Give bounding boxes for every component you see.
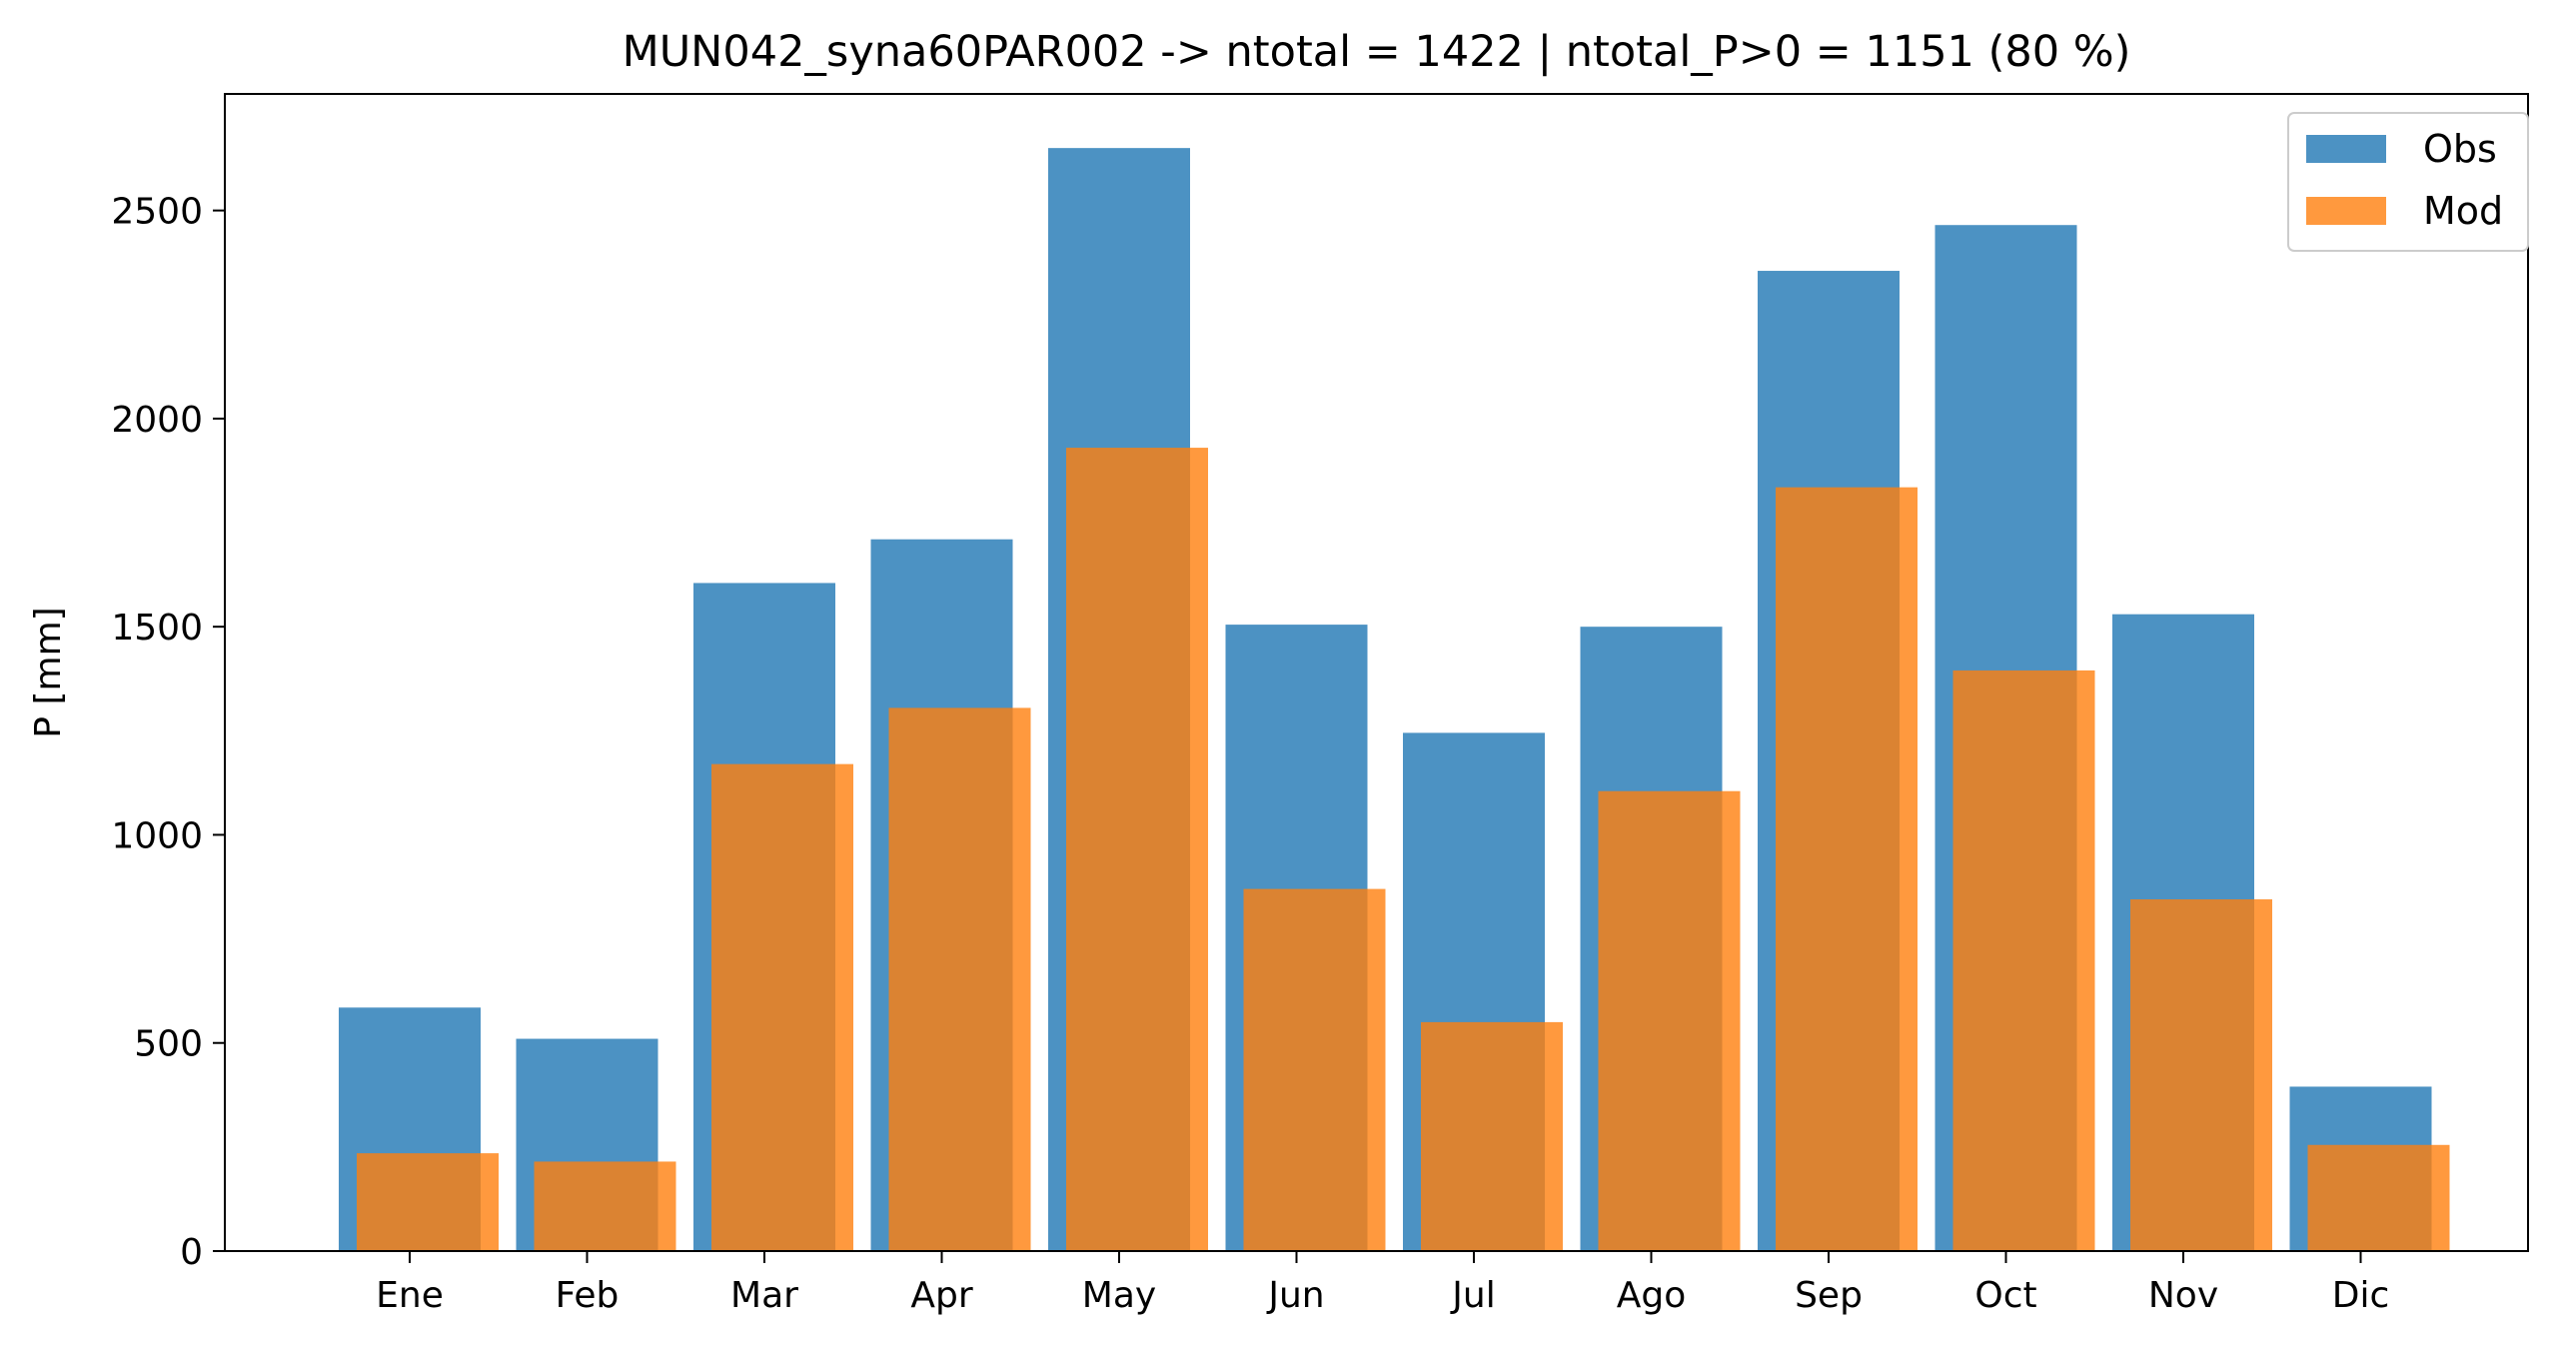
y-tick-label: 1500 <box>111 608 203 649</box>
x-tick-label: Apr <box>910 1275 972 1316</box>
x-tick-label: Ago <box>1617 1275 1687 1316</box>
bar-mod-may <box>1066 448 1208 1251</box>
y-tick-label: 500 <box>134 1024 203 1065</box>
y-tick-label: 2500 <box>111 192 203 233</box>
x-tick-label: Dic <box>2332 1275 2390 1316</box>
bar-mod-jul <box>1421 1021 1563 1251</box>
x-tick-label: May <box>1082 1275 1156 1316</box>
x-tick-label: Mar <box>730 1275 798 1316</box>
x-tick-label: Feb <box>556 1275 620 1316</box>
x-tick-label: Jun <box>1266 1275 1324 1316</box>
bar-mod-jun <box>1243 888 1386 1251</box>
x-tick-label: Sep <box>1795 1275 1863 1316</box>
x-tick-label: Oct <box>1974 1275 2036 1316</box>
legend-swatch-obs <box>2306 135 2386 163</box>
bar-mod-ago <box>1598 790 1741 1251</box>
bar-mod-nov <box>2130 899 2272 1251</box>
bar-mod-ene <box>357 1153 499 1251</box>
bar-mod-apr <box>888 707 1031 1251</box>
x-tick-label: Ene <box>376 1275 444 1316</box>
x-tick-label: Jul <box>1450 1275 1495 1316</box>
chart-title: MUN042_syna60PAR002 -> ntotal = 1422 | n… <box>623 27 2131 77</box>
bar-mod-oct <box>1952 670 2095 1251</box>
bars-layer <box>339 148 2450 1252</box>
ticks-layer: Ene Feb Mar Apr May Jun Jul Ago Sep Oct Nov Dic 0 500… <box>111 192 2389 1316</box>
legend: Obs Mod <box>2287 112 2529 252</box>
x-tick-label: Nov <box>2148 1275 2218 1316</box>
y-tick-label: 0 <box>180 1232 203 1273</box>
bar-mod-mar <box>711 763 853 1251</box>
bar-mod-sep <box>1776 487 1918 1251</box>
y-axis-label: P [mm] <box>28 607 69 737</box>
y-tick-label: 1000 <box>111 815 203 856</box>
bar-mod-dic <box>2307 1144 2450 1251</box>
legend-label-obs: Obs <box>2423 127 2497 171</box>
legend-label-mod: Mod <box>2423 189 2503 233</box>
legend-swatch-mod <box>2306 197 2386 225</box>
plot-frame <box>224 93 2529 1252</box>
bar-mod-feb <box>534 1161 676 1251</box>
y-tick-label: 2000 <box>111 400 203 441</box>
